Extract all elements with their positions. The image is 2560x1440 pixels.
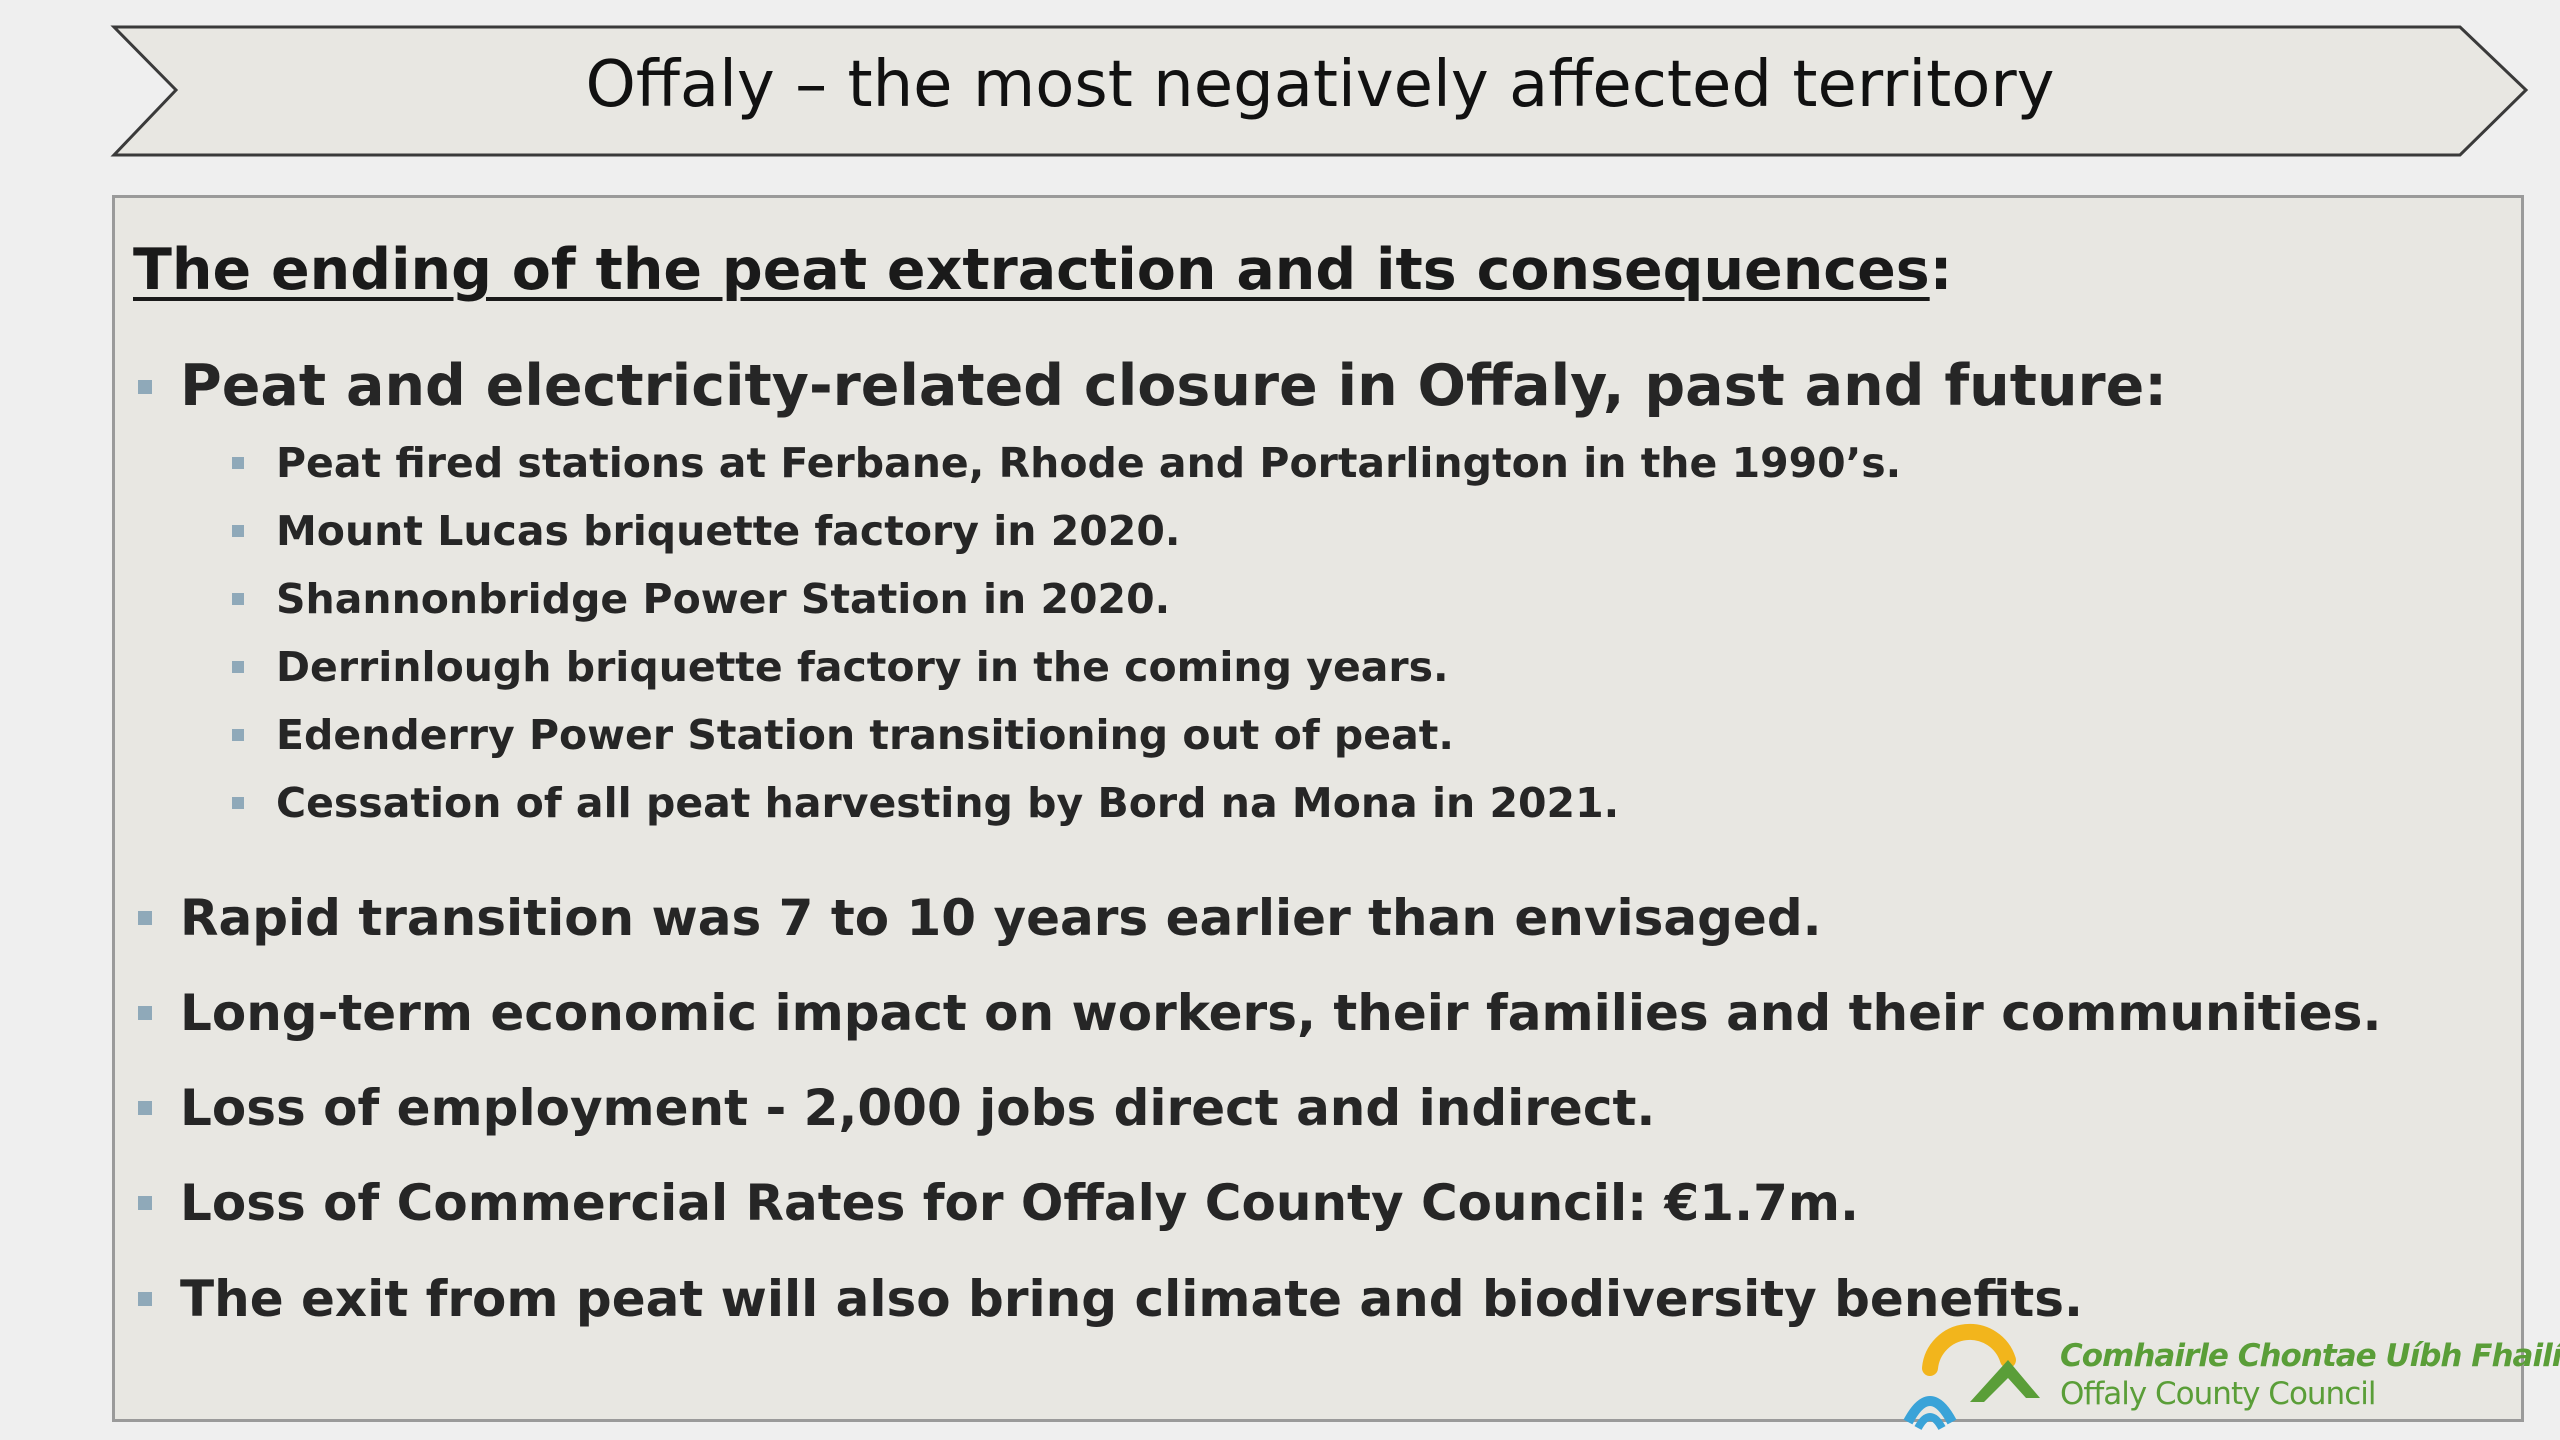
point-item: Loss of Commercial Rates for Offaly Coun… <box>180 1174 1859 1232</box>
sub-bullet-marker <box>232 797 244 809</box>
slide-title: Offaly – the most negatively affected te… <box>585 48 2055 122</box>
content-panel <box>112 195 2524 1422</box>
closure-heading: Peat and electricity-related closure in … <box>180 353 2168 419</box>
logo-english-name: Offaly County Council <box>2060 1376 2376 1412</box>
bullet-marker <box>138 911 152 925</box>
point-item: The exit from peat will also bring clima… <box>180 1270 2084 1328</box>
bullet-marker <box>138 1196 152 1210</box>
closure-item: Peat fired stations at Ferbane, Rhode an… <box>276 439 1902 487</box>
council-logo: Comhairle Chontae Uíbh Fhailí Offaly Cou… <box>1900 1310 2560 1430</box>
closure-item: Cessation of all peat harvesting by Bord… <box>276 779 1620 827</box>
sub-bullet-marker <box>232 729 244 741</box>
sub-bullet-marker <box>232 593 244 605</box>
offaly-council-logo-icon <box>1903 1323 2040 1430</box>
point-item: Loss of employment - 2,000 jobs direct a… <box>180 1079 1656 1137</box>
bullet-marker <box>138 1006 152 1020</box>
banner-chevron-shape <box>110 25 2529 157</box>
sub-bullet-marker <box>232 525 244 537</box>
bullet-marker <box>138 1101 152 1115</box>
closure-item: Shannonbridge Power Station in 2020. <box>276 575 1171 623</box>
section-heading-text: The ending of the peat extraction and it… <box>133 237 1930 303</box>
closure-item: Derrinlough briquette factory in the com… <box>276 643 1449 691</box>
section-heading-colon: : <box>1929 237 1953 303</box>
point-item: Rapid transition was 7 to 10 years earli… <box>180 889 1822 947</box>
closure-item: Edenderry Power Station transitioning ou… <box>276 711 1454 759</box>
sub-bullet-marker <box>232 457 244 469</box>
logo-irish-name: Comhairle Chontae Uíbh Fhailí <box>2060 1338 2560 1374</box>
section-heading: The ending of the peat extraction and it… <box>133 230 1952 310</box>
point-item: Long-term economic impact on workers, th… <box>180 984 2382 1042</box>
title-banner: Offaly – the most negatively affected te… <box>0 0 2560 170</box>
bullet-marker <box>138 380 152 394</box>
closure-item: Mount Lucas briquette factory in 2020. <box>276 507 1181 555</box>
bullet-marker <box>138 1292 152 1306</box>
sub-bullet-marker <box>232 661 244 673</box>
